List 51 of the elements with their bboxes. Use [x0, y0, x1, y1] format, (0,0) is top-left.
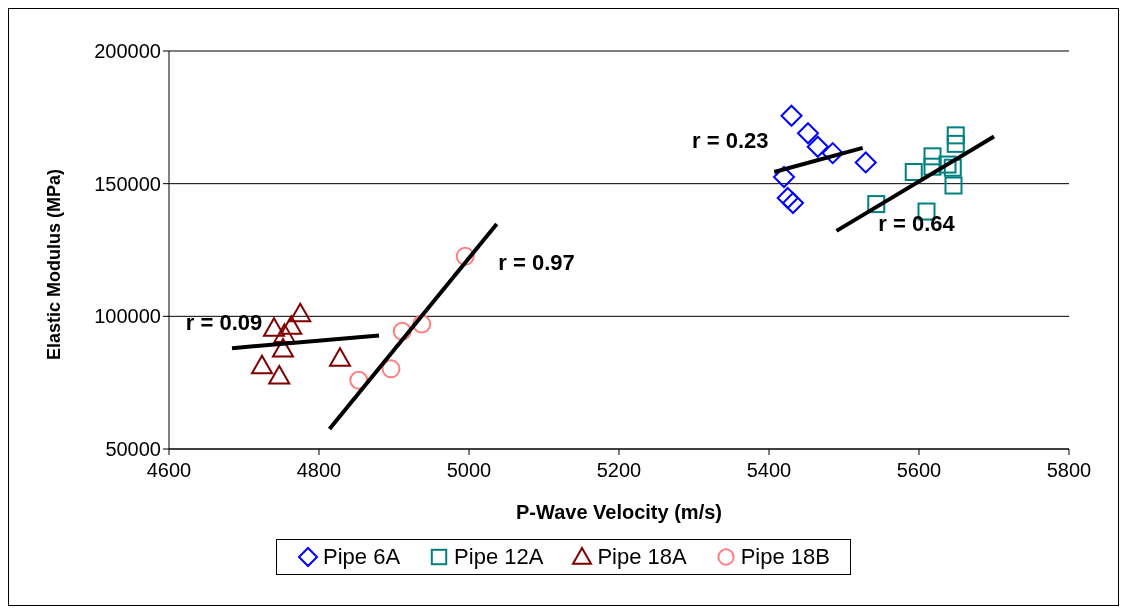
point — [944, 176, 963, 195]
point — [806, 135, 829, 158]
point — [272, 337, 294, 358]
point — [289, 302, 312, 323]
legend-label: Pipe 18B — [740, 544, 830, 570]
y-tick-label: 200000 — [94, 40, 161, 63]
point — [273, 323, 296, 343]
x-tick-label: 5200 — [596, 459, 642, 482]
x-tick-label: 5800 — [1046, 459, 1092, 482]
y-tick-label: 50000 — [105, 438, 161, 461]
x-tick-label: 5600 — [896, 459, 942, 482]
y-tick-label: 150000 — [94, 172, 161, 195]
point — [923, 157, 942, 176]
point — [381, 359, 401, 379]
point — [268, 365, 291, 385]
point — [780, 104, 803, 127]
series-label: r = 0.64 — [878, 210, 956, 236]
x-axis-title: P-Wave Velocity (m/s) — [516, 501, 722, 523]
point — [782, 192, 804, 215]
point — [943, 158, 962, 177]
point — [776, 186, 799, 209]
point — [251, 354, 273, 375]
y-tick-label: 100000 — [94, 305, 161, 328]
point — [821, 142, 844, 165]
x-tick-label: 5400 — [746, 459, 792, 482]
point — [263, 317, 285, 337]
x-tick-label: 5000 — [446, 459, 492, 482]
point — [854, 151, 877, 174]
point — [867, 195, 886, 214]
point — [797, 122, 819, 145]
y-axis-title: Elastic Modulus (MPa) — [44, 168, 65, 360]
point — [455, 246, 475, 266]
legend-label: Pipe 18A — [597, 544, 687, 570]
series-label: r = 0.23 — [692, 127, 769, 153]
x-tick-label: 4600 — [146, 459, 192, 482]
series-label: r = 0.09 — [185, 309, 263, 335]
x-tick-label: 4800 — [296, 459, 342, 482]
point — [349, 370, 369, 390]
point — [392, 321, 412, 341]
series-label: r = 0.97 — [498, 249, 575, 275]
point — [938, 155, 957, 174]
legend-label: Pipe 12A — [454, 544, 544, 570]
point — [412, 314, 432, 334]
point — [904, 162, 923, 181]
point — [773, 166, 795, 189]
legend-label: Pipe 6A — [323, 544, 401, 570]
point — [280, 315, 303, 335]
point — [923, 147, 942, 166]
point — [329, 347, 351, 367]
point — [946, 126, 965, 145]
point — [946, 134, 965, 153]
